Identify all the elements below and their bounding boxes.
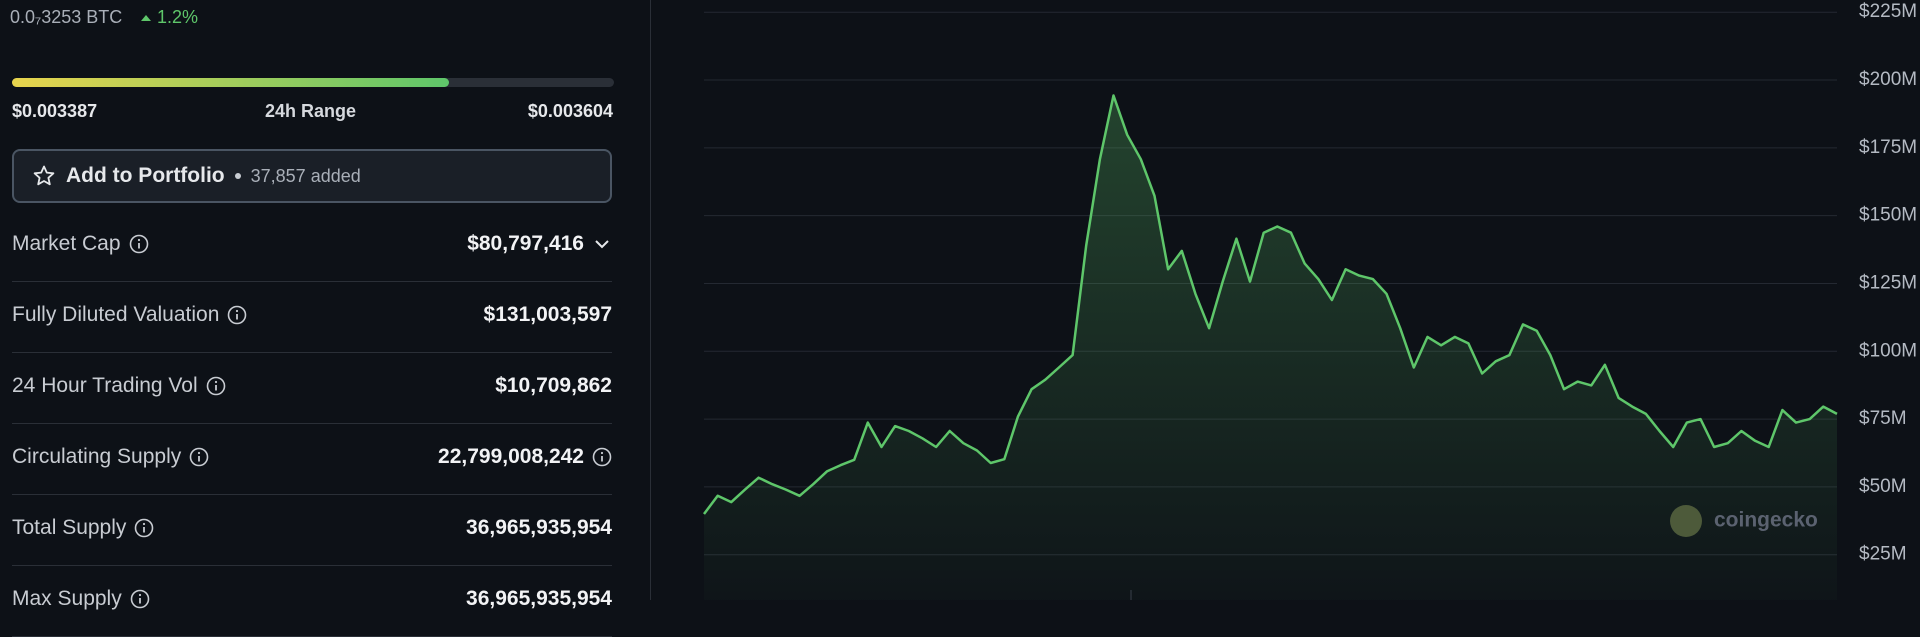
range-fill [12,78,449,87]
stat-row: 24 Hour Trading Vol $10,709,862 [12,352,612,424]
y-tick-label: $200M [1859,69,1917,90]
range-high: $0.003604 [527,101,613,121]
separator-dot [234,173,241,179]
info-circle [206,376,225,396]
info-dot [138,593,141,597]
area-fill [704,95,1837,600]
star-icon [33,165,55,186]
added-count: 37,857 added [250,165,361,186]
stat-row: Fully Diluted Valuation $131,003,597 [12,281,612,353]
stat-label-group: Circulating Supply [12,445,209,469]
chevron [595,240,609,249]
chevron-icon [595,240,609,249]
info-circle [592,447,612,467]
range-low: $0.003387 [12,101,98,121]
stat-label: Market Cap [12,232,121,255]
stat-value: $131,003,597 [483,303,612,326]
info-circle [189,447,209,467]
y-tick-label: $25M [1859,544,1907,565]
stat-value: $10,709,862 [495,374,612,397]
info-icon [135,518,154,538]
change-value: 1.2% [157,7,199,27]
info-icon [228,305,247,325]
range-bar [12,78,614,87]
price-change: 1.2% [140,7,198,28]
stat-value: 22,799,008,242 [438,445,584,468]
info-dot [137,238,140,242]
y-tick-label: $75M [1859,408,1907,429]
stat-value: $80,797,416 [467,232,584,255]
btc-price: 0.0₇3253 BTC [10,7,123,27]
stat-row: Total Supply 36,965,935,954 [12,494,612,566]
stat-label-group: Market Cap [12,232,149,256]
watermark-text: coingecko [1714,509,1818,532]
stat-value-group: $10,709,862 [495,374,612,398]
y-tick-label: $100M [1859,340,1917,361]
button-label: Add to Portfolio [66,164,225,187]
info-dot [214,380,217,384]
stat-label: Total Supply [12,516,127,539]
watermark-logo [1670,505,1702,537]
stat-value-group: 36,965,935,954 [466,516,612,540]
divider [650,0,651,600]
y-tick-label: $125M [1859,272,1917,293]
info-icon [189,447,209,467]
info-dot [143,522,146,526]
y-tick-label: $175M [1859,137,1917,158]
stat-value: 36,965,935,954 [466,516,612,539]
stat-value-group: 22,799,008,242 [438,445,612,469]
stat-label: Circulating Supply [12,445,182,468]
stat-value-group[interactable]: $80,797,416 [467,232,612,256]
chart: $25M $50M $75M $100M $125M $150M $175M $200M $22… [703,1,1917,600]
y-tick-label: $150M [1859,205,1917,226]
stat-label-group: Fully Diluted Valuation [12,303,247,327]
info-icon [129,234,148,254]
range-label: 24h Range [265,101,357,121]
info-dot [198,451,201,455]
stat-row: Circulating Supply 22,799,008,242 [12,423,612,495]
watermark: coingecko [1670,505,1818,537]
info-dot [600,451,604,455]
stat-value-group: $131,003,597 [484,303,612,327]
stat-label-group: 24 Hour Trading Vol [12,374,226,398]
add-to-portfolio-button[interactable]: Add to Portfolio 37,857 added [12,149,612,203]
page: 0.0₇3253 BTC 1.2% $0.003387 24h Range $0… [10,0,1918,637]
info-dot [236,309,239,313]
stat-label-group: Total Supply [12,516,154,540]
info-icon [592,447,612,467]
info-circle [129,234,148,254]
stat-row: Market Cap $80,797,416 [12,210,612,282]
info-circle [228,305,247,325]
stat-label: Fully Diluted Valuation [12,303,220,326]
stat-label: 24 Hour Trading Vol [12,374,198,397]
y-tick-label: $50M [1859,476,1907,497]
y-tick-label: $225M [1859,1,1917,22]
info-circle [135,518,154,538]
info-icon [206,376,225,396]
up-arrow [141,14,151,21]
price-line [703,94,1838,515]
